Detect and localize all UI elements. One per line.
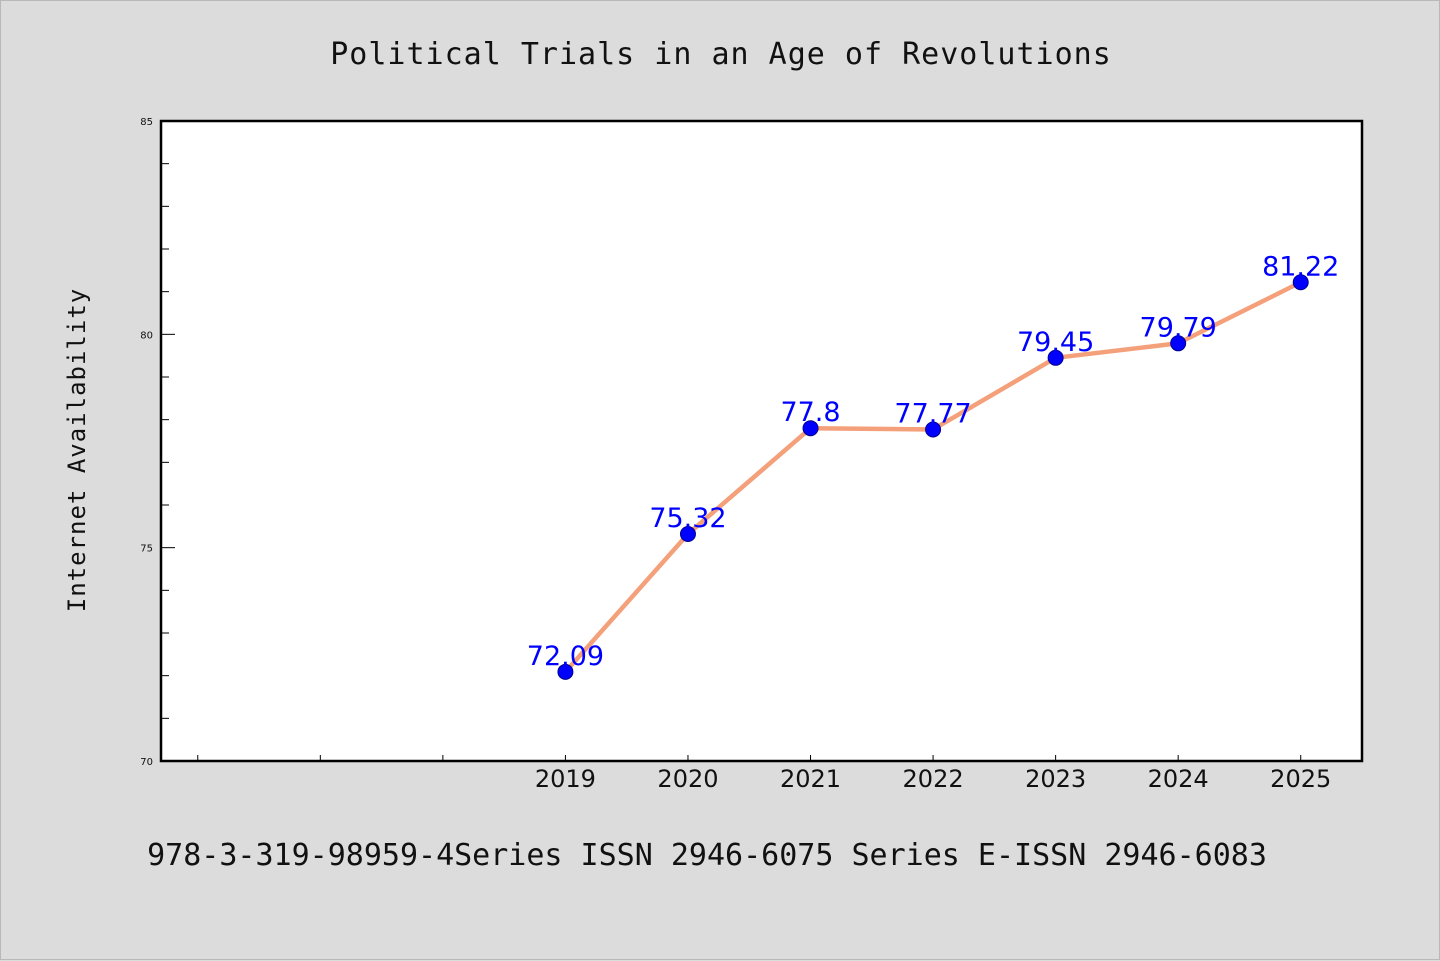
data-point (802, 420, 819, 437)
data-label: 77.77 (894, 398, 971, 429)
data-label: 72.09 (527, 641, 604, 672)
data-labels: 72.09 75.32 77.8 77.77 79.45 79.79 81.22 (527, 251, 1340, 672)
chart-title: Political Trials in an Age of Revolution… (330, 37, 1112, 72)
y-axis-label: Internet Availability (63, 288, 91, 612)
data-point (925, 421, 942, 438)
y-tick-label: 70 (140, 757, 153, 768)
x-tick-label: 2022 (903, 765, 964, 793)
x-tick-label: 2019 (535, 765, 596, 793)
data-point (557, 663, 574, 680)
data-point (1047, 349, 1064, 366)
data-label: 79.79 (1140, 312, 1217, 343)
data-label: 77.8 (780, 397, 840, 428)
x-tick-label: 2020 (657, 765, 718, 793)
series-layer (557, 274, 1309, 680)
x-tick-label: 2021 (780, 765, 841, 793)
data-label: 79.45 (1017, 327, 1094, 358)
plot-area (159, 119, 1364, 763)
data-point (1170, 335, 1187, 352)
y-tick-label: 75 (140, 544, 153, 555)
data-point (679, 526, 696, 543)
data-label: 75.32 (649, 503, 726, 534)
data-label: 81.22 (1262, 251, 1339, 282)
x-tick-label: 2023 (1025, 765, 1086, 793)
data-point (1292, 274, 1309, 291)
y-tick-label: 85 (140, 117, 153, 128)
x-axis: 2019 2020 2021 2022 2023 2024 2025 (197, 755, 1331, 793)
y-tick-label: 80 (140, 330, 153, 341)
x-tick-label: 2025 (1270, 765, 1331, 793)
x-tick-label: 2024 (1148, 765, 1209, 793)
footer-isbn: 978-3-319-98959-4Series ISSN 2946-6075 S… (147, 838, 1267, 873)
y-axis: 70 75 80 85 (140, 117, 175, 768)
